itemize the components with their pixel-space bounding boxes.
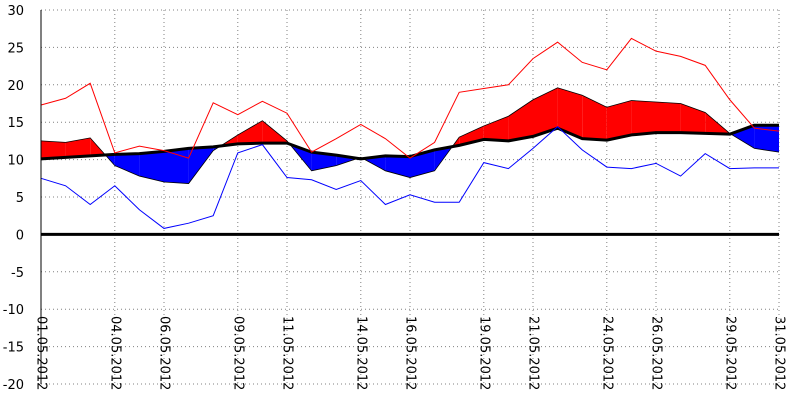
anomaly-area-32 [680, 103, 706, 134]
anomaly-area-30 [631, 100, 656, 135]
anomaly-area-4 [114, 153, 140, 177]
x-tick-label-7: 19.05.2012 [476, 316, 491, 390]
anomaly-area-11 [262, 120, 287, 144]
x-tick-label-8: 21.05.2012 [526, 316, 541, 390]
x-tick-label-5: 14.05.2012 [353, 316, 368, 390]
anomaly-fill [41, 87, 779, 184]
y-tick-label-3: 15 [7, 116, 24, 131]
y-tick-label-5: 5 [16, 191, 24, 206]
y-tick-label-0: 30 [7, 4, 24, 19]
x-tick-label-10: 26.05.2012 [649, 316, 664, 390]
x-tick-label-2: 06.05.2012 [157, 316, 172, 390]
x-tick-labels: 01.05.2012 04.05.2012 06.05.2012 09.05.2012… [34, 316, 787, 390]
y-tick-label-7: -5 [11, 266, 24, 281]
x-tick-label-3: 09.05.2012 [230, 316, 245, 390]
anomaly-area-36 [754, 125, 779, 153]
x-tick-label-12: 31.05.2012 [772, 316, 787, 390]
anomaly-area-10 [237, 120, 263, 144]
anomaly-area-27 [557, 87, 583, 139]
y-tick-label-10: -20 [3, 378, 24, 393]
y-tick-labels: 30 25 20 15 10 5 0 -5 -10 -15 -20 [3, 4, 24, 393]
x-tick-label-9: 24.05.2012 [599, 316, 614, 390]
anomaly-area-0 [41, 140, 66, 159]
x-tick-label-1: 04.05.2012 [107, 316, 122, 390]
anomaly-area-18 [363, 155, 386, 171]
anomaly-area-20 [410, 149, 435, 178]
anomaly-area-26 [533, 87, 558, 137]
anomaly-area-6 [164, 148, 189, 184]
y-tick-label-1: 25 [7, 41, 24, 56]
y-tick-label-4: 10 [7, 154, 24, 169]
anomaly-area-31 [656, 102, 681, 133]
x-tick-label-0: 01.05.2012 [34, 316, 49, 390]
x-tick-label-4: 11.05.2012 [280, 316, 295, 390]
anomaly-area-14 [311, 152, 337, 171]
y-tick-label-9: -15 [3, 341, 24, 356]
series-normal-line [40, 123, 779, 161]
anomaly-area-28 [582, 95, 607, 141]
series-max-line [40, 37, 780, 159]
x-tick-label-6: 16.05.2012 [403, 316, 418, 390]
anomaly-area-24 [483, 116, 509, 141]
anomaly-area-1 [65, 137, 91, 158]
y-tick-label-2: 20 [7, 79, 24, 94]
anomaly-area-29 [606, 100, 632, 141]
series-mean-line [40, 87, 780, 184]
y-tick-label-6: 0 [16, 228, 24, 243]
anomaly-area-35 [730, 125, 755, 149]
y-tick-label-8: -10 [3, 303, 24, 318]
anomaly-area-7 [188, 146, 214, 184]
anomaly-area-25 [508, 99, 533, 141]
series-min-line [40, 126, 779, 229]
x-tick-label-11: 29.05.2012 [722, 316, 737, 390]
anomaly-area-5 [139, 151, 164, 183]
